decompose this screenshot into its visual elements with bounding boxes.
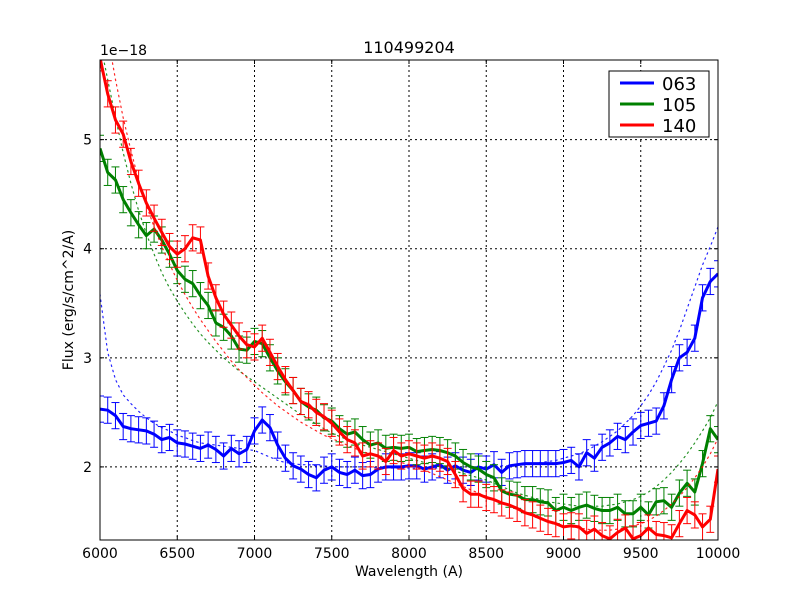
y-tick-label: 5 (83, 133, 92, 149)
y-tick-label: 3 (83, 351, 92, 367)
chart-title: 110499204 (363, 38, 455, 57)
x-tick-label: 9500 (623, 546, 659, 562)
x-tick-label: 7000 (237, 546, 273, 562)
legend: 063 105 140 (608, 70, 710, 138)
legend-label-063: 063 (662, 74, 696, 95)
y-tick-label: 4 (83, 242, 92, 258)
y-axis-label: Flux (erg/s/cm^2/A) (61, 230, 77, 370)
legend-label-140: 140 (662, 116, 696, 137)
data-line (100, 60, 718, 540)
x-tick-label: 6000 (82, 546, 118, 562)
x-tick-label: 7500 (314, 546, 350, 562)
data-series (100, 60, 718, 540)
y-tick-label: 2 (83, 460, 92, 476)
series-140 (100, 60, 718, 540)
legend-label-105: 105 (662, 95, 696, 116)
axis-ticks: 6000 6500 7000 7500 8000 8500 9000 9500 10000 2 3 4… (82, 60, 740, 562)
x-tick-label: 10000 (696, 546, 741, 562)
x-tick-label: 8500 (468, 546, 504, 562)
x-tick-label: 8000 (391, 546, 427, 562)
x-axis-label: Wavelength (A) (355, 564, 463, 580)
x-tick-label: 6500 (159, 546, 195, 562)
grid-lines (100, 60, 718, 540)
y-offset-label: 1e−18 (100, 43, 147, 59)
x-tick-label: 9000 (546, 546, 582, 562)
